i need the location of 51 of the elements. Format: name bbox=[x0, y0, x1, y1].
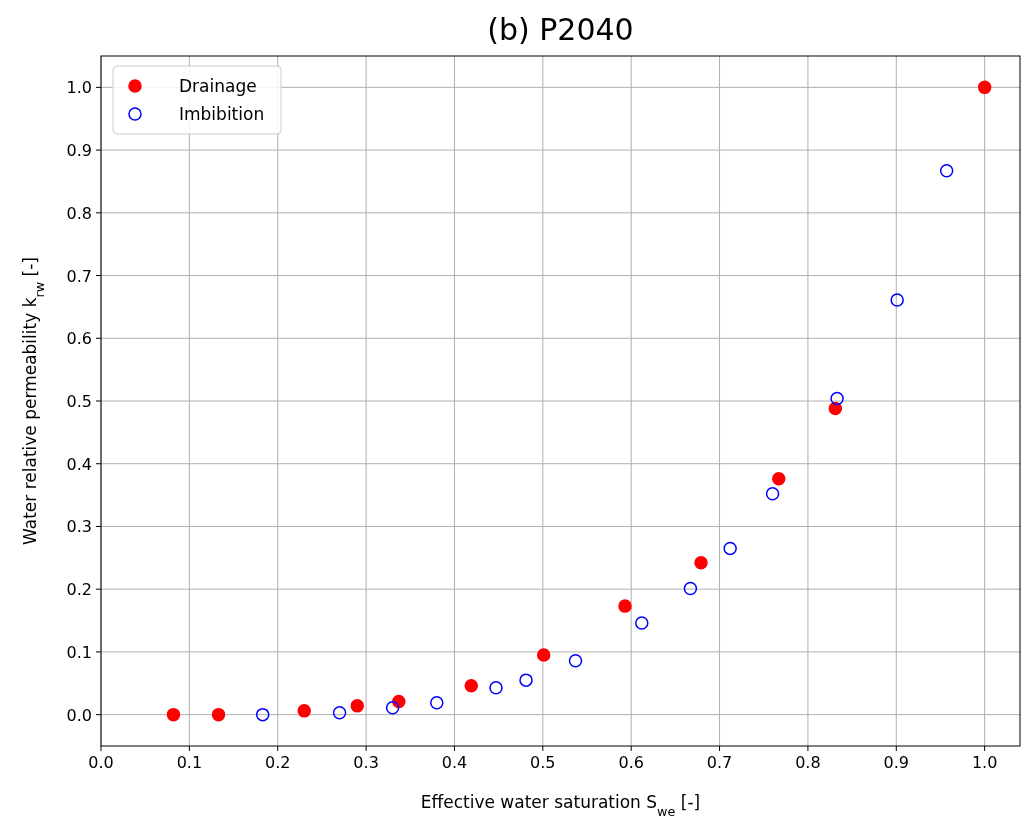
point bbox=[350, 699, 365, 713]
x-tick-label: 0.6 bbox=[618, 753, 644, 772]
y-tick-label: 0.6 bbox=[66, 329, 92, 349]
point bbox=[211, 707, 226, 722]
point bbox=[890, 293, 904, 307]
point bbox=[166, 707, 181, 722]
x-tick-label: 0.5 bbox=[530, 753, 556, 772]
legend-label: Drainage bbox=[179, 76, 257, 96]
y-tick-label: 0.1 bbox=[66, 642, 92, 662]
point bbox=[297, 704, 311, 718]
x-tick-label: 0.3 bbox=[353, 753, 379, 772]
legend-label: Imbibition bbox=[179, 104, 265, 124]
x-tick-label: 1.0 bbox=[971, 753, 998, 772]
point bbox=[939, 164, 954, 178]
point bbox=[464, 679, 478, 693]
point bbox=[536, 648, 551, 662]
point bbox=[519, 673, 533, 687]
x-tick-label: 0.0 bbox=[88, 753, 114, 772]
y-tick-label: 0.2 bbox=[66, 580, 92, 600]
x-tick-label: 0.2 bbox=[265, 753, 291, 772]
x-tick-label: 0.7 bbox=[706, 753, 733, 772]
point bbox=[430, 695, 444, 710]
point bbox=[489, 680, 503, 695]
x-tick-label: 0.8 bbox=[795, 753, 821, 772]
point bbox=[828, 401, 843, 416]
point bbox=[772, 472, 786, 486]
x-tick-label: 0.9 bbox=[883, 753, 910, 772]
point bbox=[385, 701, 400, 715]
point bbox=[694, 556, 708, 570]
point bbox=[765, 487, 780, 501]
chart-title: (b) P2040 bbox=[487, 12, 634, 47]
point bbox=[683, 581, 698, 596]
point bbox=[723, 541, 737, 556]
y-tick-label: 0.3 bbox=[66, 517, 92, 537]
y-tick-label: 0.9 bbox=[66, 141, 92, 161]
point bbox=[977, 80, 992, 95]
point bbox=[618, 599, 632, 613]
y-tick-label: 0.5 bbox=[66, 392, 92, 411]
point bbox=[568, 653, 583, 668]
x-tick-label: 0.4 bbox=[441, 753, 468, 772]
point bbox=[830, 391, 844, 406]
y-tick-label: 0.0 bbox=[66, 705, 92, 725]
point bbox=[635, 616, 649, 630]
x-tick-label: 0.1 bbox=[176, 753, 203, 772]
y-tick-label: 1.0 bbox=[66, 78, 92, 98]
y-tick-label: 0.7 bbox=[66, 266, 92, 286]
y-tick-label: 0.8 bbox=[66, 203, 92, 223]
x-axis-title: Effective water saturation S$_{we}$ [-] bbox=[420, 792, 701, 816]
point bbox=[332, 706, 347, 720]
point bbox=[255, 707, 270, 722]
y-tick-label: 0.4 bbox=[66, 454, 92, 474]
